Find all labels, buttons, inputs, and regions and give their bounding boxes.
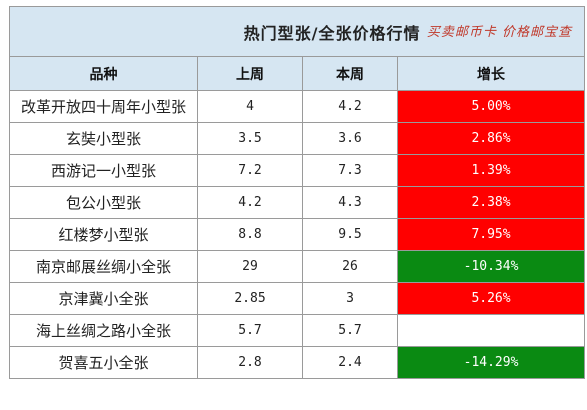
variety-cell: 南京邮展丝绸小全张 [9,250,198,283]
growth-cell: 5.00% [396,90,586,123]
variety-cell: 贺喜五小全张 [9,346,198,379]
growth-cell: 2.86% [396,122,586,155]
last-week-cell: 4 [197,90,303,123]
variety-cell: 改革开放四十周年小型张 [9,90,198,123]
price-table: 热门型张/全张价格行情 买卖邮币卡 价格邮宝查 品种 上周 本周 增长 改革开放… [8,6,586,379]
table-row: 贺喜五小全张 2.8 2.4 -14.29% [9,346,586,379]
last-week-cell: 7.2 [197,154,303,187]
growth-cell: -14.29% [396,346,586,379]
growth-cell: 5.26% [396,282,586,315]
table-row: 南京邮展丝绸小全张 29 26 -10.34% [9,250,586,283]
variety-cell: 京津冀小全张 [9,282,198,315]
growth-cell [396,314,586,347]
table-row: 玄奘小型张 3.5 3.6 2.86% [9,122,586,155]
this-week-cell: 3 [302,282,398,315]
table-row: 红楼梦小型张 8.8 9.5 7.95% [9,218,586,251]
this-week-cell: 3.6 [302,122,398,155]
last-week-cell: 3.5 [197,122,303,155]
table-row: 西游记一小型张 7.2 7.3 1.39% [9,154,586,187]
variety-cell: 红楼梦小型张 [9,218,198,251]
table-row: 改革开放四十周年小型张 4 4.2 5.00% [9,90,586,123]
variety-cell: 海上丝绸之路小全张 [9,314,198,347]
this-week-cell: 7.3 [302,154,398,187]
last-week-cell: 2.8 [197,346,303,379]
growth-cell: 7.95% [396,218,586,251]
title-row: 热门型张/全张价格行情 买卖邮币卡 价格邮宝查 [8,6,586,57]
this-week-cell: 9.5 [302,218,398,251]
table-title: 热门型张/全张价格行情 [243,23,421,43]
last-week-cell: 29 [197,250,303,283]
header-this-week: 本周 [302,56,398,91]
header-row: 品种 上周 本周 增长 [9,56,586,91]
table-row: 京津冀小全张 2.85 3 5.26% [9,282,586,315]
table-row: 海上丝绸之路小全张 5.7 5.7 [9,314,586,347]
this-week-cell: 5.7 [302,314,398,347]
header-growth: 增长 [396,56,586,91]
last-week-cell: 2.85 [197,282,303,315]
watermark-text: 买卖邮币卡 价格邮宝查 [426,25,573,40]
this-week-cell: 4.3 [302,186,398,219]
variety-cell: 西游记一小型张 [9,154,198,187]
this-week-cell: 26 [302,250,398,283]
last-week-cell: 4.2 [197,186,303,219]
this-week-cell: 2.4 [302,346,398,379]
variety-cell: 玄奘小型张 [9,122,198,155]
last-week-cell: 8.8 [197,218,303,251]
title-cell: 热门型张/全张价格行情 买卖邮币卡 价格邮宝查 [8,6,586,57]
last-week-cell: 5.7 [197,314,303,347]
header-last-week: 上周 [197,56,303,91]
table-row: 包公小型张 4.2 4.3 2.38% [9,186,586,219]
this-week-cell: 4.2 [302,90,398,123]
growth-cell: 2.38% [396,186,586,219]
variety-cell: 包公小型张 [9,186,198,219]
growth-cell: 1.39% [396,154,586,187]
header-variety: 品种 [9,56,198,91]
growth-cell: -10.34% [396,250,586,283]
